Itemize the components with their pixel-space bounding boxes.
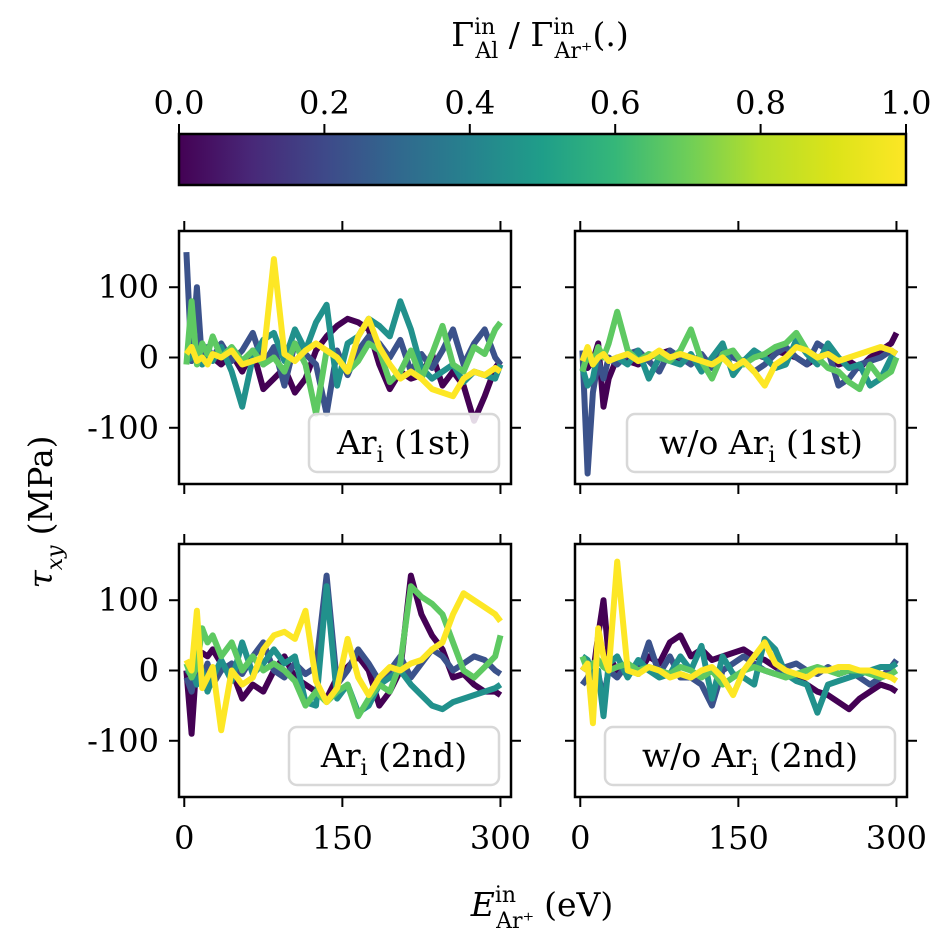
series-line-ratio-0.2 (183, 251, 503, 417)
x-tick-label: 300 (866, 819, 927, 857)
colorbar: 0.0 0.2 0.4 0.6 0.8 1.0 (154, 84, 932, 187)
x-tick-label: 0 (570, 819, 590, 857)
legend-box (625, 412, 897, 474)
colorbar-tick-label: 1.0 (881, 84, 932, 122)
colorbar-tick-label: 0.4 (444, 84, 495, 122)
panel-2: w/o Ari (1st) (565, 221, 917, 494)
colorbar-tick-label: 0.6 (590, 84, 641, 122)
series-line-ratio-1 (183, 256, 503, 400)
series-group (579, 308, 900, 477)
x-tick-label: 0 (174, 819, 194, 857)
panels: 100 0 -100 Ari (1st) w/o Ari (1st) 0 150 300 100… (87, 221, 927, 857)
legend-label: w/o Ari (1st) (659, 423, 863, 468)
legend-box (287, 725, 501, 787)
panel-3: 0 150 300 100 0 -100 Ari (2nd) (87, 534, 531, 857)
legend-label: Ari (1st) (336, 423, 471, 468)
x-tick-label: 150 (312, 819, 373, 857)
y-tick-label: 100 (98, 268, 159, 306)
x-tick-label: 150 (708, 819, 769, 857)
y-axis-title: τxy(MPa) (21, 435, 68, 588)
series-line-ratio-1 (579, 344, 899, 389)
legend-box (603, 725, 897, 787)
legend-label: w/o Ari (2nd) (642, 736, 858, 781)
colorbar-title: Γin Al / Γin Ar⁺(.) (451, 15, 629, 64)
y-tick-label: -100 (87, 722, 159, 760)
y-tick-label: 100 (98, 581, 159, 619)
series-group (183, 572, 504, 737)
series-line-ratio-0.5 (580, 635, 899, 720)
panel-1: 100 0 -100 Ari (1st) (87, 221, 521, 494)
y-tick-label: 0 (139, 652, 159, 690)
series-line-ratio-1 (579, 558, 899, 727)
colorbar-tick-label: 0.8 (735, 84, 786, 122)
x-axis-title: Ein Ar⁺ (eV) (470, 883, 613, 934)
y-tick-label: -100 (87, 409, 159, 447)
x-tick-label: 300 (470, 819, 531, 857)
y-tick-label: 0 (139, 339, 159, 377)
series-line-ratio-1 (183, 590, 503, 734)
colorbar-tick-label: 0.2 (299, 84, 350, 122)
series-group (579, 558, 899, 727)
legend-box (307, 412, 501, 474)
colorbar-tick-label: 0.0 (154, 84, 205, 122)
series-line-ratio-0.7 (579, 308, 900, 393)
series-group (183, 251, 504, 424)
colorbar-ticks: 0.0 0.2 0.4 0.6 0.8 1.0 (154, 84, 932, 134)
legend-label: Ari (2nd) (320, 736, 467, 781)
colorbar-gradient (177, 132, 908, 187)
series-line-ratio-0 (579, 597, 899, 713)
series-line-ratio-0.5 (184, 583, 503, 716)
